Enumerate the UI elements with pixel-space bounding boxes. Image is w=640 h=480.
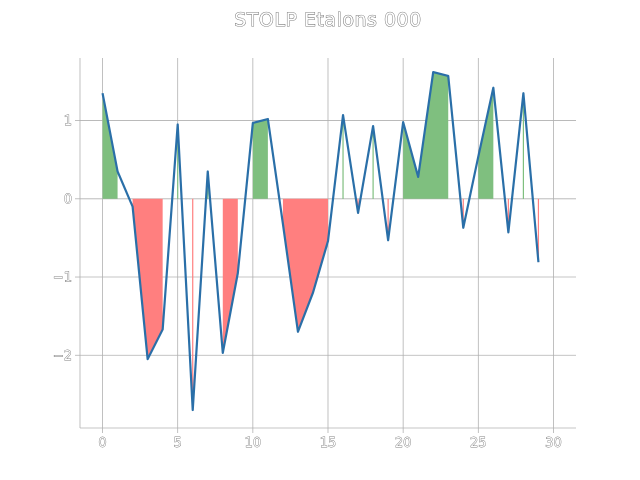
negative-fill-area [222,198,238,353]
y-tick-label: −2 [53,349,72,364]
negative-fill-area [132,198,163,360]
x-tick-label: 15 [320,436,337,451]
series-lines [101,70,540,412]
chart-title: STOLP Etalons 000 [234,9,421,31]
x-tick-label: 25 [470,436,487,451]
x-tick-label: 0 [98,436,106,451]
positive-fill-area [252,119,268,199]
fill-areas [102,72,540,411]
series-line [101,70,540,412]
x-tick-label: 10 [245,436,262,451]
x-tick-label: 30 [545,436,562,451]
axes [75,58,576,433]
x-tick-label: 20 [395,436,412,451]
y-tick-label: 1 [64,114,72,129]
positive-fill-area [478,87,494,199]
y-tick-label: 0 [64,192,72,207]
y-tick-label: −1 [53,271,72,286]
positive-fill-area [102,93,118,199]
positive-fill-area [403,72,449,199]
x-tick-label: 5 [174,436,182,451]
